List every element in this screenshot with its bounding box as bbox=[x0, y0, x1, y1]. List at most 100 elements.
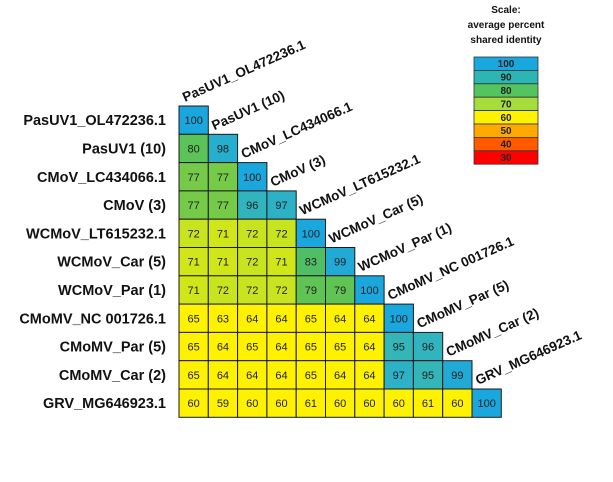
cell-value: 100 bbox=[302, 228, 320, 240]
cell-value: 64 bbox=[246, 370, 258, 382]
cell-value: 64 bbox=[363, 370, 375, 382]
row-label: CMoV_LC434066.1 bbox=[37, 170, 166, 186]
cell-value: 100 bbox=[360, 285, 378, 297]
cell-value: 72 bbox=[217, 285, 229, 297]
heatmap-cell bbox=[266, 247, 297, 277]
cell-value: 96 bbox=[422, 342, 434, 354]
cell-value: 72 bbox=[246, 285, 258, 297]
cell-value: 64 bbox=[246, 313, 258, 325]
heatmap-cell bbox=[325, 388, 356, 418]
scale-step-label: 50 bbox=[500, 126, 512, 137]
heatmap-cell bbox=[383, 388, 414, 418]
heatmap-cell bbox=[295, 303, 327, 333]
cell-value: 60 bbox=[188, 398, 200, 410]
row-label: WCMoV_Car (5) bbox=[57, 255, 166, 271]
heatmap-cell bbox=[354, 331, 385, 362]
cell-value: 64 bbox=[275, 370, 287, 382]
cell-value: 59 bbox=[217, 398, 229, 410]
heatmap-cell bbox=[237, 303, 268, 333]
cell-value: 65 bbox=[305, 342, 317, 354]
cell-value: 77 bbox=[217, 172, 229, 184]
heatmap-cell bbox=[178, 162, 209, 192]
row-label: GRV_MG646923.1 bbox=[43, 396, 166, 412]
heatmap-cell bbox=[237, 190, 268, 220]
column-label: PasUV1_OL472236.1 bbox=[180, 37, 308, 105]
heatmap-cell bbox=[354, 360, 385, 390]
heatmap-cell bbox=[325, 303, 356, 333]
heatmap-cell bbox=[295, 388, 327, 418]
scale-title-line: shared identity bbox=[470, 35, 542, 46]
cell-value: 64 bbox=[275, 313, 287, 325]
cell-value: 60 bbox=[275, 398, 287, 410]
cell-value: 61 bbox=[422, 398, 434, 410]
cell-value: 83 bbox=[305, 257, 317, 269]
heatmap-cell bbox=[412, 388, 444, 418]
cell-value: 60 bbox=[451, 398, 463, 410]
scale-step-label: 80 bbox=[500, 86, 512, 97]
heatmap-cell bbox=[383, 303, 414, 333]
heatmap-cell bbox=[178, 247, 209, 277]
heatmap-cell bbox=[207, 275, 239, 305]
heatmap-cell bbox=[266, 190, 297, 220]
row-label: WCMoV_Par (1) bbox=[58, 283, 166, 299]
heatmap-cell bbox=[266, 388, 297, 418]
heatmap-cell bbox=[207, 133, 239, 164]
heatmap-cell bbox=[207, 388, 239, 418]
cell-value: 64 bbox=[275, 342, 287, 354]
cell-value: 71 bbox=[275, 257, 287, 269]
cell-value: 65 bbox=[188, 342, 200, 354]
cell-value: 100 bbox=[184, 115, 202, 127]
row-label: CMoMV_NC 001726.1 bbox=[19, 311, 166, 327]
scale-step-label: 90 bbox=[500, 73, 512, 84]
cell-value: 95 bbox=[422, 370, 434, 382]
heatmap-cell bbox=[442, 388, 473, 418]
cell-value: 60 bbox=[393, 398, 405, 410]
cell-value: 79 bbox=[334, 285, 346, 297]
cell-value: 64 bbox=[217, 370, 229, 382]
cell-value: 79 bbox=[305, 285, 317, 297]
scale-step-label: 30 bbox=[500, 153, 512, 164]
heatmap-cell bbox=[442, 360, 473, 390]
cell-value: 71 bbox=[217, 257, 229, 269]
heatmap-cell bbox=[471, 388, 502, 418]
cell-value: 80 bbox=[188, 143, 200, 155]
cell-value: 64 bbox=[334, 370, 346, 382]
cell-value: 72 bbox=[275, 285, 287, 297]
scale-legend: Scale: average percent shared identity 100 9… bbox=[468, 5, 545, 165]
cell-value: 72 bbox=[188, 228, 200, 240]
heatmap-cell bbox=[383, 360, 414, 390]
cell-value: 99 bbox=[334, 257, 346, 269]
scale-step-label: 60 bbox=[500, 113, 512, 124]
row-labels: PasUV1_OL472236.1 PasUV1 (10) CMoV_LC43406… bbox=[19, 113, 166, 412]
heatmap-cell bbox=[266, 331, 297, 362]
cell-value: 97 bbox=[275, 200, 287, 212]
column-label: CMoV (3) bbox=[268, 152, 328, 189]
heatmap-cell bbox=[325, 360, 356, 390]
cell-value: 99 bbox=[451, 370, 463, 382]
cell-value: 65 bbox=[188, 313, 200, 325]
cell-value: 61 bbox=[305, 398, 317, 410]
cell-value: 100 bbox=[477, 398, 495, 410]
cell-value: 71 bbox=[188, 257, 200, 269]
cell-value: 96 bbox=[246, 200, 258, 212]
scale-title-line: Scale: bbox=[491, 5, 520, 16]
cell-value: 98 bbox=[217, 143, 229, 155]
cell-value: 64 bbox=[363, 342, 375, 354]
cell-value: 60 bbox=[246, 398, 258, 410]
cell-value: 65 bbox=[334, 342, 346, 354]
heatmap-cells: 100 80 98 77 77 100 77 77 96 97 72 71 72 72 100 71 71 72 7… bbox=[178, 105, 502, 418]
cell-value: 72 bbox=[246, 257, 258, 269]
cell-value: 97 bbox=[393, 370, 405, 382]
cell-value: 77 bbox=[217, 200, 229, 212]
cell-value: 71 bbox=[217, 228, 229, 240]
cell-value: 77 bbox=[188, 172, 200, 184]
cell-value: 65 bbox=[246, 342, 258, 354]
cell-value: 71 bbox=[188, 285, 200, 297]
heatmap-cell bbox=[412, 331, 444, 362]
heatmap-cell bbox=[178, 275, 209, 305]
scale-step-label: 70 bbox=[500, 99, 512, 110]
cell-value: 95 bbox=[393, 342, 405, 354]
heatmap-cell bbox=[266, 275, 297, 305]
heatmap-cell bbox=[237, 360, 268, 390]
